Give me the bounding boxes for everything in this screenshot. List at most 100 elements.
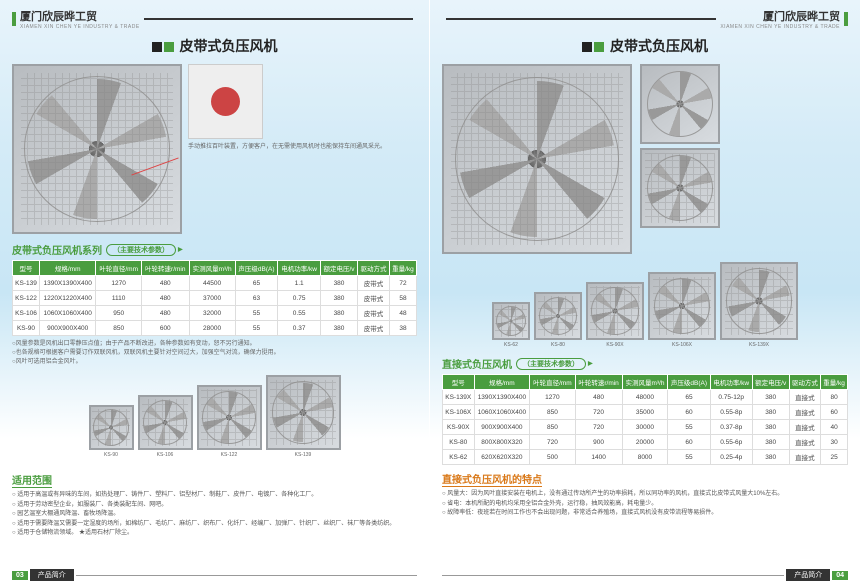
fan-thumb [197,385,262,450]
header-right: 厦门欣辰晔工贸 XIAMEN XIN CHEN YE INDUSTRY & TR… [442,8,848,30]
header-line-r [446,18,716,20]
char-title: 直接式负压风机的特点 [442,471,542,487]
fan-thumb [720,262,798,340]
char-list: ○ 风量大：因为风叶直接安装在电机上，没有通过传动所产生的功率损耗，所以同功率的… [442,490,848,519]
table-header: 型号 [443,375,475,390]
lineup-label: KS-90 [89,452,134,458]
fan-rear-view [640,64,720,144]
title-belt-text: 皮带式负压风机 [180,38,278,54]
belt-series-title-text: 皮带式负压风机系列 [12,242,102,257]
hero-detail-col: 手动推拉百叶装置，方便客户，在无需使用风机时也能保持车间通风采光。 [188,64,386,151]
table-row: KS-1391390X1390X400127048044500651.1380皮… [13,276,417,291]
brand-block-r: 厦门欣辰晔工贸 XIAMEN XIN CHEN YE INDUSTRY & TR… [720,8,840,30]
lineup-label: KS-106 [138,452,193,458]
brand-en: XIAMEN XIN CHEN YE INDUSTRY & TRADE [20,24,140,30]
detail-closeup [188,64,263,139]
table-header: 实测风量m³/h [189,261,235,276]
page-num-right: 04 [832,571,848,580]
scope-title: 适用范围 [12,472,52,488]
belt-notes: ○风量参数是风机出口零静压点值；由于产品不断改进，各种参数如有变动，恕不另行通知… [12,340,417,367]
lineup-label: KS-122 [197,452,262,458]
fan-large-direct [442,64,632,254]
table-header: 额定电压/v [320,261,357,276]
table-row: KS-62620X620X32050014008000550.25-4p380直… [443,450,848,465]
table-row: KS-106X1060X1060X40085072035000600.55-8p… [443,405,848,420]
hero-note: 手动推拉百叶装置，方便客户，在无需使用风机时也能保持车间通风采光。 [188,143,386,151]
table-row: KS-90X900X900X40085072030000550.37-8p380… [443,420,848,435]
table-header: 规格/mm [40,261,96,276]
lineup-right: KS-62 KS-80 KS-90X KS-106X KS-139X [442,262,848,348]
fan-thumb [89,405,134,450]
table-header: 叶轮转速r/min [575,375,622,390]
table-row: KS-1061060X1060X40095048032000550.55380皮… [13,306,417,321]
lineup-item: KS-90 [89,405,134,458]
fan-large-belt [12,64,182,234]
table-header: 重量/kg [389,261,416,276]
table-header: 电机功率/kw [278,261,320,276]
lineup-label: KS-106X [648,342,716,348]
lineup-left: KS-90 KS-106 KS-122 KS-139 [12,375,417,458]
belt-series-sub: （主要技术参数） [106,244,176,256]
table-header: 驱动方式 [789,375,820,390]
lineup-item: KS-106X [648,272,716,348]
header-accent-bar [12,12,16,26]
table-row: KS-1221220X1220X400111048037000630.75380… [13,291,417,306]
fan-thumb [266,375,341,450]
left-page: 厦门欣辰晔工贸 XIAMEN XIN CHEN YE INDUSTRY & TR… [0,0,430,585]
direct-series-title-text: 直接式负压风机 [442,356,512,371]
fan-thumb [138,395,193,450]
header-left: 厦门欣辰晔工贸 XIAMEN XIN CHEN YE INDUSTRY & TR… [12,8,417,30]
page-num-left: 03 [12,571,28,580]
header-accent-bar-r [844,12,848,26]
right-page: 厦门欣辰晔工贸 XIAMEN XIN CHEN YE INDUSTRY & TR… [430,0,860,585]
scope-list: ○ 适用于高温或有异味的车间，如热处理厂、铸件厂、塑料厂、铝型材厂、制鞋厂、皮件… [12,491,417,539]
direct-table: 型号规格/mm叶轮直径/mm叶轮转速r/min实测风量m³/h声压级dB(A)电… [442,374,848,465]
hero-right [442,64,848,254]
footer-label-left: 产品简介 [30,569,74,581]
lineup-item: KS-139 [266,375,341,458]
table-header: 电机功率/kw [710,375,752,390]
lineup-item: KS-106 [138,395,193,458]
footer-right: 04 产品简介 [442,569,848,581]
small-fans-col [640,64,720,228]
direct-series-title: 直接式负压风机 （主要技术参数） [442,356,848,371]
table-header: 声压级dB(A) [235,261,278,276]
footer-left: 03 产品简介 [12,569,417,581]
title-belt: 皮带式负压风机 [12,36,417,56]
table-header: 叶轮直径/mm [530,375,575,390]
lineup-item: KS-90X [586,282,644,348]
brand-cn: 厦门欣辰晔工贸 [20,8,140,24]
table-header: 叶轮直径/mm [96,261,142,276]
title-direct: 皮带式负压风机 [442,36,848,56]
table-header: 叶轮转速r/min [141,261,189,276]
table-header: 重量/kg [821,375,848,390]
table-header: 规格/mm [474,375,530,390]
title-direct-text: 皮带式负压风机 [610,38,708,54]
lineup-label: KS-139X [720,342,798,348]
table-header: 实测风量m³/h [622,375,668,390]
fan-front-small [640,148,720,228]
lineup-label: KS-90X [586,342,644,348]
table-header: 型号 [13,261,40,276]
table-row: KS-80800X800X32072090020000600.55-6p380直… [443,435,848,450]
belt-table: 型号规格/mm叶轮直径/mm叶轮转速r/min实测风量m³/h声压级dB(A)电… [12,260,417,336]
lineup-item: KS-122 [197,385,262,458]
fan-thumb [586,282,644,340]
hero-left: 手动推拉百叶装置，方便客户，在无需使用风机时也能保持车间通风采光。 [12,64,417,234]
direct-series-sub: （主要技术参数） [516,358,586,370]
fan-thumb [648,272,716,340]
fan-thumb [492,302,530,340]
table-header: 额定电压/v [752,375,789,390]
footer-label-right: 产品简介 [786,569,830,581]
brand-cn-r: 厦门欣辰晔工贸 [720,8,840,24]
table-header: 驱动方式 [358,261,390,276]
brand-block: 厦门欣辰晔工贸 XIAMEN XIN CHEN YE INDUSTRY & TR… [20,8,140,30]
lineup-label: KS-80 [534,342,582,348]
lineup-label: KS-139 [266,452,341,458]
table-row: KS-139X1390X1390X400127048048000650.75-1… [443,390,848,405]
lineup-item: KS-80 [534,292,582,348]
header-line [144,18,413,20]
brand-en-r: XIAMEN XIN CHEN YE INDUSTRY & TRADE [720,24,840,30]
lineup-label: KS-62 [492,342,530,348]
fan-thumb [534,292,582,340]
